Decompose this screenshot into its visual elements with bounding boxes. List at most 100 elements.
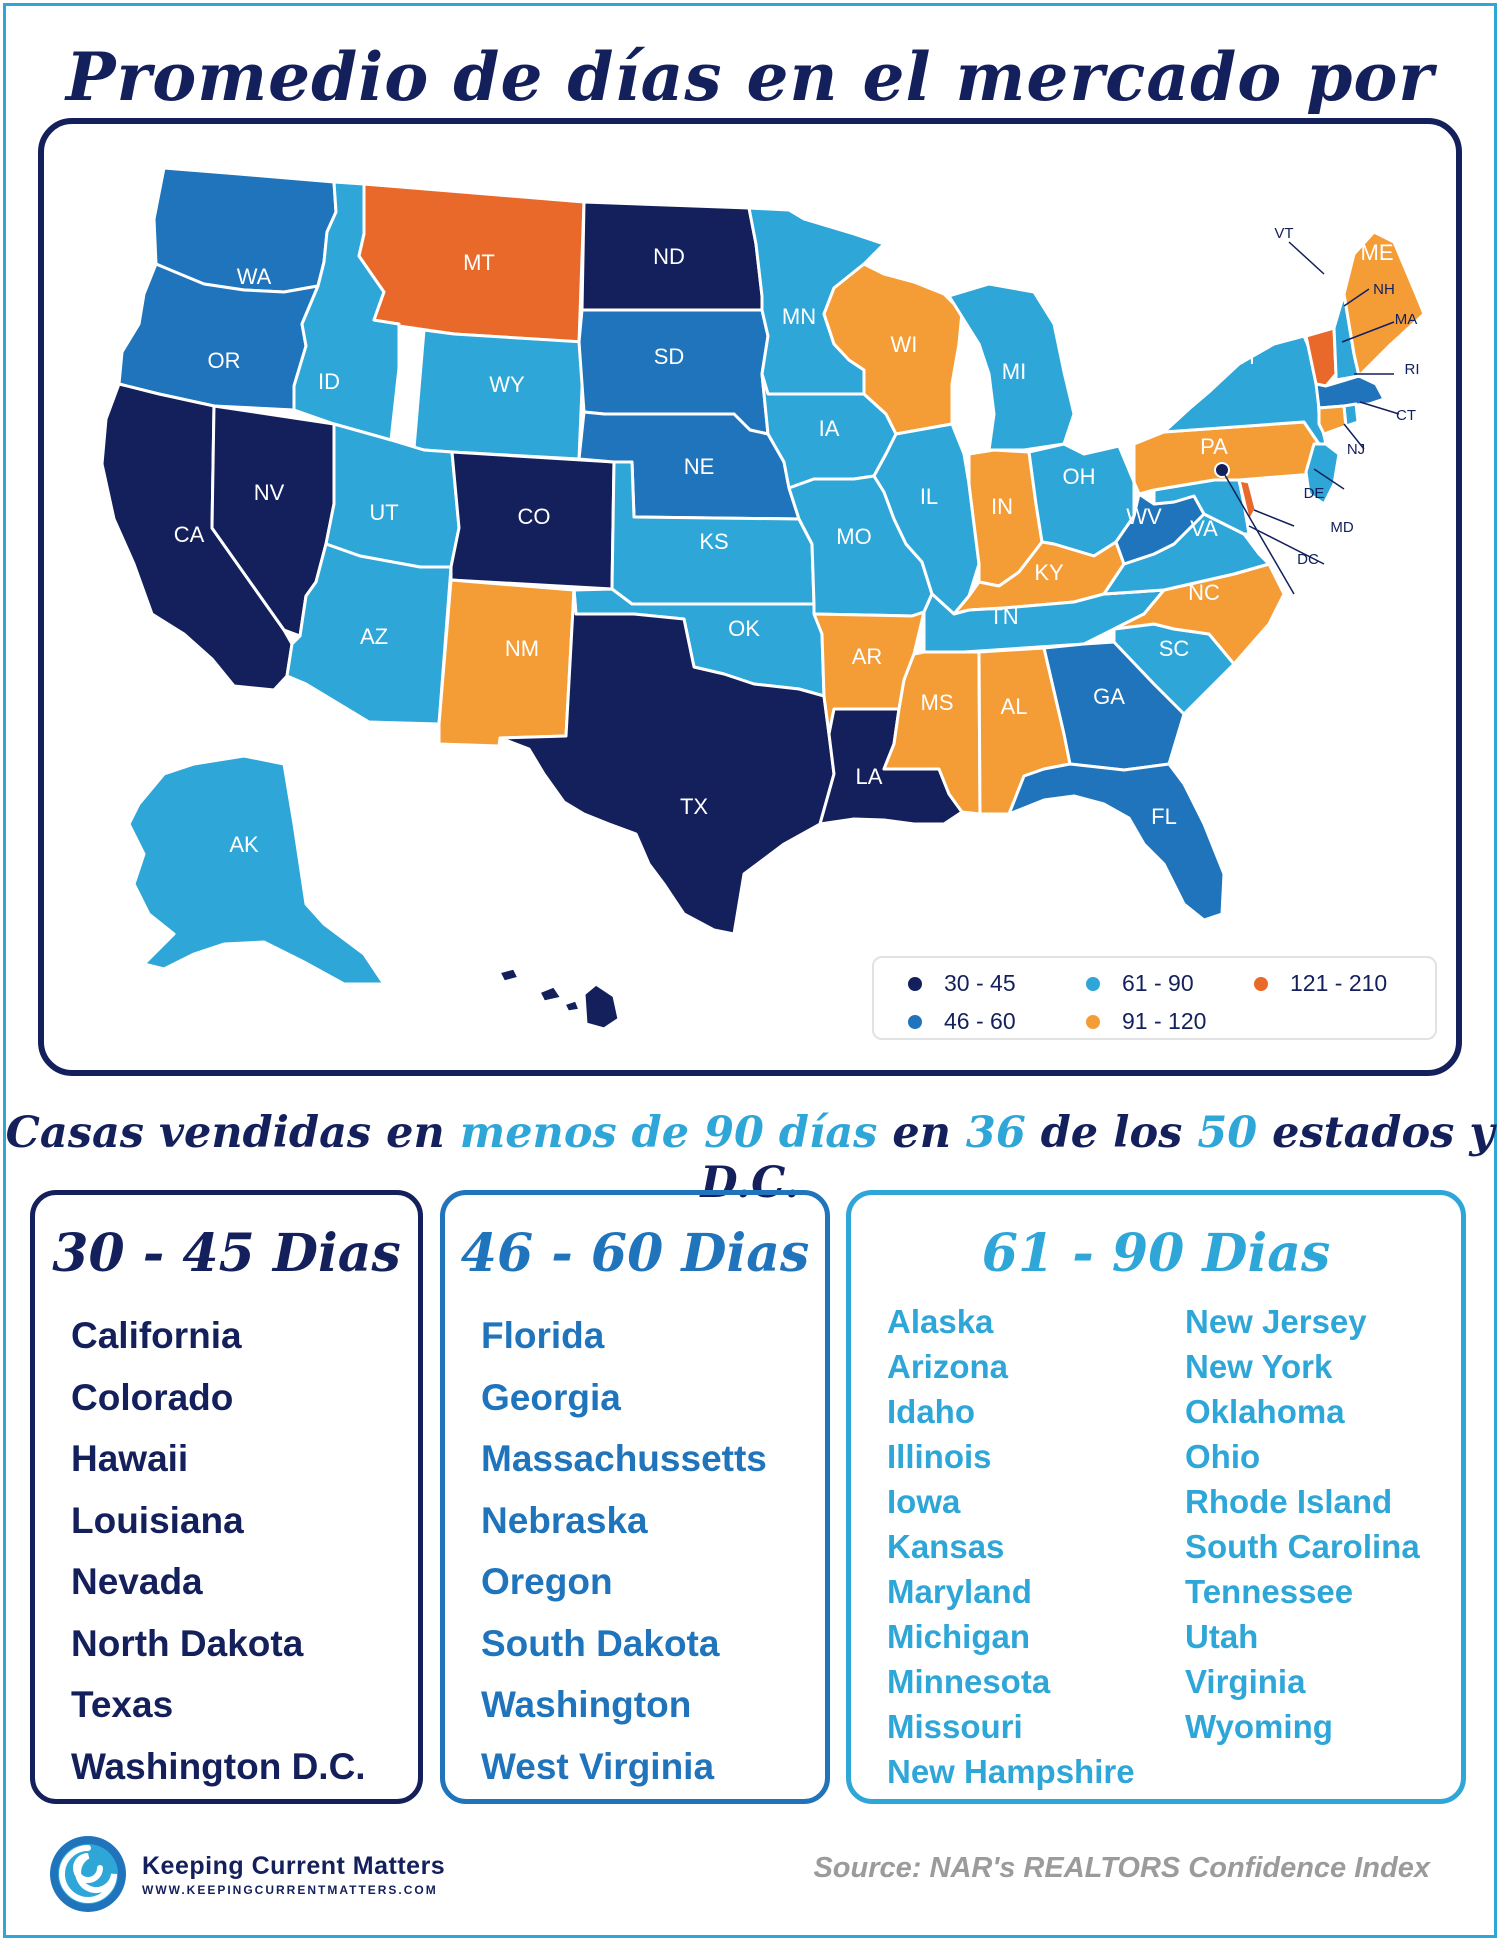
list-item: Tennessee: [1185, 1573, 1354, 1610]
state-hi[interactable]: [582, 982, 621, 1031]
card-title: 46 - 60 Dias: [460, 1223, 810, 1284]
state-label-oh: OH: [1063, 464, 1096, 489]
state-de[interactable]: [1237, 478, 1258, 524]
state-label-vt: VT: [1274, 225, 1293, 242]
list-item: Arizona: [887, 1348, 1009, 1385]
legend-label: 91 - 120: [1122, 1008, 1207, 1034]
state-vt[interactable]: [1304, 326, 1338, 388]
list-item: Nebraska: [481, 1499, 648, 1541]
list-item: Washington D.C.: [71, 1745, 366, 1787]
legend-swatch: [1086, 976, 1100, 991]
state-az[interactable]: [285, 542, 453, 726]
state-list-col1: Alaska Arizona Idaho Illinois Iowa Kansa…: [887, 1299, 1185, 1794]
legend-item-30-45: 30 - 45: [908, 970, 1016, 997]
summary-highlight: 50: [1197, 1108, 1258, 1158]
legend-label: 121 - 210: [1290, 970, 1388, 996]
state-hi[interactable]: [537, 984, 564, 1004]
state-label-ok: OK: [728, 616, 760, 641]
brand-name: Keeping Current Matters: [142, 1851, 446, 1880]
state-ga[interactable]: [1042, 640, 1186, 772]
state-label-wv: WV: [1126, 504, 1162, 529]
state-label-nv: NV: [254, 480, 285, 505]
state-nm[interactable]: [437, 578, 576, 748]
list-item: Utah: [1185, 1618, 1259, 1655]
legend-item-91-120: 91 - 120: [1086, 1008, 1206, 1035]
list-item: Missouri: [887, 1708, 1023, 1745]
state-list: California Colorado Hawaii Louisiana Nev…: [71, 1305, 366, 1797]
summary-text: Casas vendidas en: [5, 1108, 460, 1158]
state-ak[interactable]: [127, 754, 386, 986]
state-hi[interactable]: [562, 998, 582, 1014]
card-title: 61 - 90 Dias: [981, 1223, 1331, 1284]
list-item: Maryland: [887, 1573, 1032, 1610]
list-item: Minnesota: [887, 1663, 1051, 1700]
list-item: Illinois: [887, 1438, 992, 1475]
state-label-mo: MO: [836, 524, 871, 549]
legend-swatch: [908, 976, 922, 991]
state-label-ca: CA: [174, 522, 205, 547]
state-label-wi: WI: [891, 332, 918, 357]
state-me[interactable]: [1342, 230, 1426, 378]
card-30-45-days: 30 - 45 Dias California Colorado Hawaii …: [30, 1190, 423, 1804]
map-legend: 30 - 45 46 - 60 61 - 90 91 - 120 121 - 2…: [872, 956, 1437, 1040]
legend-label: 61 - 90: [1122, 970, 1194, 996]
state-label-va: VA: [1190, 516, 1218, 541]
brand-text: Keeping Current Matters WWW.KEEPINGCURRE…: [142, 1852, 445, 1897]
state-label-nd: ND: [653, 244, 685, 269]
state-label-or: OR: [208, 348, 241, 373]
state-label-pa: PA: [1200, 434, 1228, 459]
state-label-in: IN: [991, 494, 1013, 519]
state-ct[interactable]: [1317, 404, 1348, 436]
list-item: Massachussetts: [481, 1438, 767, 1479]
list-item: Oklahoma: [1185, 1393, 1345, 1430]
list-item: Hawaii: [71, 1438, 189, 1479]
state-label-sc: SC: [1159, 636, 1190, 661]
state-label-nj: NJ: [1347, 441, 1365, 458]
state-hi[interactable]: [497, 966, 521, 984]
state-label-la: LA: [856, 764, 883, 789]
legend-label: 46 - 60: [944, 1008, 1016, 1034]
state-label-sd: SD: [654, 344, 685, 369]
state-label-nc: NC: [1188, 580, 1220, 605]
state-label-ut: UT: [369, 500, 398, 525]
legend-swatch: [1086, 1014, 1100, 1029]
state-label-me: ME: [1361, 240, 1394, 265]
state-label-de: DE: [1304, 485, 1325, 502]
state-label-al: AL: [1001, 694, 1028, 719]
list-item: Rhode Island: [1185, 1483, 1393, 1520]
state-label-co: CO: [518, 504, 551, 529]
state-label-ky: KY: [1034, 560, 1064, 585]
state-fl[interactable]: [1007, 762, 1226, 922]
legend-item-121-210: 121 - 210: [1254, 970, 1387, 997]
list-item: South Dakota: [481, 1622, 720, 1664]
list-item: Michigan: [887, 1618, 1031, 1655]
list-item: Nevada: [71, 1561, 203, 1602]
brand-logo[interactable]: Keeping Current Matters WWW.KEEPINGCURRE…: [48, 1834, 445, 1914]
state-tx[interactable]: [498, 588, 836, 936]
state-label-hi: HI: [597, 1001, 612, 1018]
map-panel: WA OR CA NV ID MT WY UT AZ CO NM ND SD NE KS OK TX MN IA MO…: [38, 118, 1462, 1076]
card-46-60-days: 46 - 60 Dias Florida Georgia Massachusse…: [440, 1190, 830, 1804]
state-ri[interactable]: [1342, 402, 1360, 428]
state-label-wy: WY: [489, 372, 525, 397]
state-label-md: MD: [1330, 519, 1353, 536]
list-item: Texas: [71, 1684, 174, 1725]
list-item: New Hampshire: [887, 1753, 1135, 1790]
state-label-mn: MN: [782, 304, 816, 329]
brand-url: WWW.KEEPINGCURRENTMATTERS.COM: [142, 1882, 438, 1897]
state-label-nm: NM: [505, 636, 539, 661]
state-label-wa: WA: [237, 264, 272, 289]
legend-item-61-90: 61 - 90: [1086, 970, 1194, 997]
state-label-ma: MA: [1395, 311, 1418, 328]
state-mt[interactable]: [357, 182, 586, 344]
list-item: Alaska: [887, 1303, 994, 1340]
list-item: Georgia: [481, 1376, 621, 1418]
state-list-col2: New Jersey New York Oklahoma Ohio Rhode …: [1185, 1299, 1420, 1794]
summary-headline: Casas vendidas en menos de 90 días en 36…: [0, 1108, 1500, 1208]
state-label-ms: MS: [921, 690, 954, 715]
source-credit: Source: NAR's REALTORS Confidence Index: [813, 1852, 1430, 1884]
page-border: [3, 3, 1497, 1938]
list-item: Colorado: [71, 1376, 234, 1418]
state-columns: Alaska Arizona Idaho Illinois Iowa Kansa…: [887, 1299, 1420, 1794]
state-label-ar: AR: [852, 644, 883, 669]
